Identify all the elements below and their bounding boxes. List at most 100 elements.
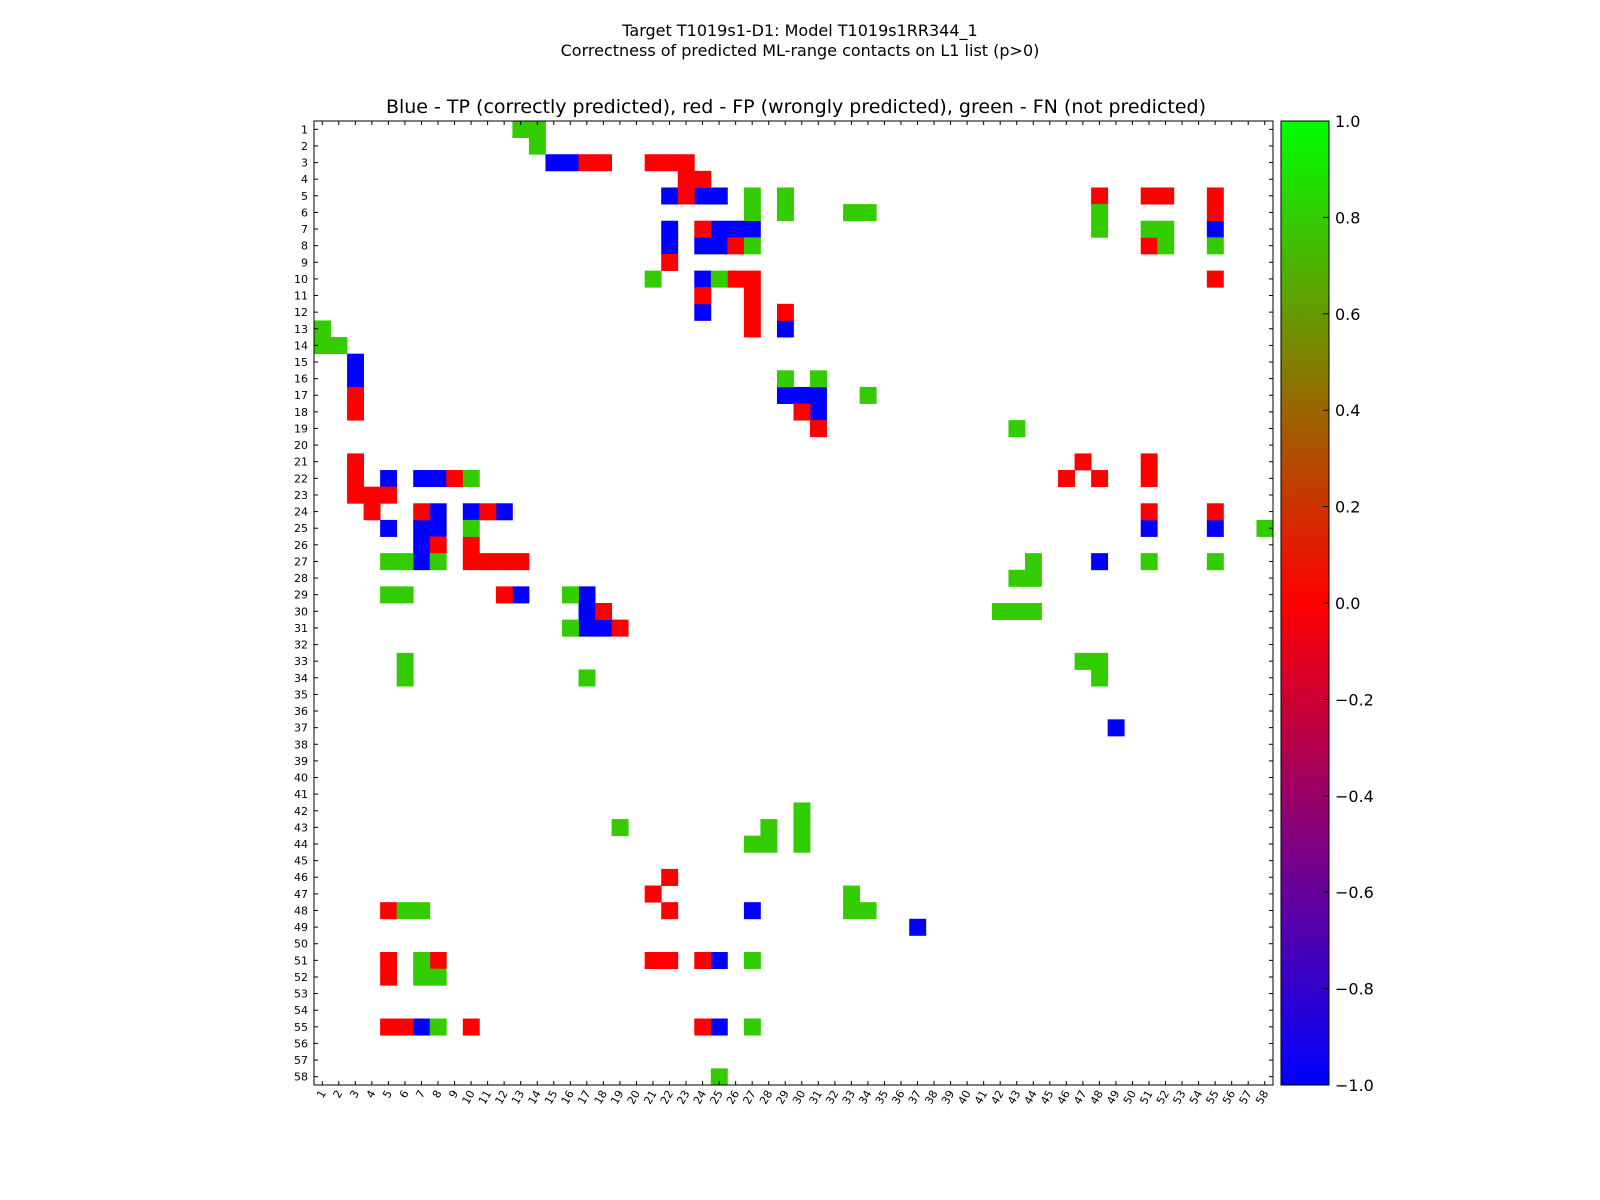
cell-fp-5-48 (1091, 187, 1109, 205)
x-tick-label: 8 (430, 1088, 445, 1101)
cell-fp-23-4 (363, 486, 381, 504)
colorbar-tick-label: 0.8 (1335, 208, 1360, 227)
y-tick-label: 6 (301, 206, 308, 219)
y-tick-label: 43 (294, 821, 308, 834)
cell-tp-8-24 (694, 237, 712, 255)
x-tick-label: 26 (724, 1088, 742, 1107)
cell-fp-55-5 (380, 1018, 398, 1036)
cell-fp-3-18 (595, 154, 613, 172)
cell-fp-8-51 (1140, 237, 1158, 255)
x-tick-label: 44 (1022, 1088, 1040, 1107)
cell-fp-21-3 (347, 453, 364, 471)
cell-fp-52-5 (380, 968, 398, 986)
cell-fn-6-33 (843, 204, 861, 222)
y-tick-label: 55 (294, 1021, 308, 1034)
cell-tp-8-22 (661, 237, 679, 255)
x-tick-label: 10 (459, 1088, 477, 1107)
x-tick-label: 56 (1220, 1088, 1238, 1107)
cell-fp-51-22 (661, 952, 679, 970)
x-tick-label: 1 (314, 1088, 329, 1101)
cell-fp-6-55 (1206, 204, 1224, 222)
cell-fn-29-6 (396, 586, 414, 604)
cell-fn-16-29 (776, 370, 794, 388)
y-tick-label: 28 (294, 572, 308, 585)
cell-fn-13-1 (314, 320, 331, 338)
cell-fp-5-23 (677, 187, 695, 205)
cell-tp-22-8 (429, 470, 447, 488)
cell-fn-34-6 (396, 669, 414, 687)
cell-fn-44-28 (760, 835, 778, 853)
cell-fp-23-5 (380, 486, 398, 504)
x-tick-label: 9 (446, 1088, 461, 1101)
cell-fn-8-55 (1206, 237, 1224, 255)
cell-tp-17-30 (793, 386, 811, 404)
colorbar-tick-label: −1.0 (1335, 1076, 1374, 1095)
x-tick-label: 19 (608, 1088, 626, 1107)
cell-tp-22-5 (380, 470, 398, 488)
cell-fn-10-25 (710, 270, 728, 288)
x-tick-label: 2 (331, 1088, 346, 1101)
cell-fn-48-6 (396, 902, 414, 920)
cell-fn-28-43 (1008, 569, 1026, 587)
cell-tp-31-18 (595, 619, 613, 637)
cell-fp-27-13 (512, 553, 530, 571)
cell-fn-55-27 (743, 1018, 761, 1036)
x-tick-label: 25 (707, 1088, 725, 1107)
y-tick-label: 46 (294, 871, 308, 884)
x-tick-label: 48 (1088, 1088, 1106, 1107)
cell-fn-33-48 (1091, 652, 1109, 670)
y-tick-label: 30 (294, 605, 308, 618)
y-tick-label: 8 (301, 240, 308, 253)
y-tick-label: 16 (294, 373, 308, 386)
x-tick-label: 29 (774, 1088, 792, 1107)
y-tick-label: 20 (294, 439, 308, 452)
cell-fn-1-14 (528, 121, 546, 139)
y-tick-label: 32 (294, 639, 308, 652)
cell-fp-48-5 (380, 902, 398, 920)
y-tick-label: 7 (301, 223, 308, 236)
cell-fn-27-55 (1206, 553, 1224, 571)
cell-fp-26-10 (462, 536, 480, 554)
cell-fp-24-7 (413, 503, 431, 521)
x-tick-label: 53 (1170, 1088, 1188, 1107)
cell-tp-7-25 (710, 220, 728, 238)
y-tick-label: 27 (294, 555, 308, 568)
cell-fp-55-10 (462, 1018, 480, 1036)
y-tick-label: 47 (294, 888, 308, 901)
cell-tp-7-26 (727, 220, 745, 238)
cell-fn-1-13 (512, 121, 530, 139)
y-tick-label: 12 (294, 306, 308, 319)
x-tick-label: 33 (840, 1088, 858, 1107)
cell-fn-29-16 (562, 586, 579, 604)
cell-fp-3-23 (677, 154, 695, 172)
y-tick-label: 45 (294, 855, 308, 868)
cell-tp-3-16 (562, 154, 579, 172)
x-tick-label: 49 (1104, 1088, 1122, 1107)
cell-tp-24-8 (429, 503, 447, 521)
x-tick-label: 40 (955, 1088, 973, 1107)
cell-tp-27-48 (1091, 553, 1109, 571)
y-tick-label: 39 (294, 755, 308, 768)
colorbar-tick-label: 0.2 (1335, 498, 1360, 517)
cell-fn-7-51 (1140, 220, 1158, 238)
x-tick-label: 37 (906, 1088, 924, 1107)
cell-fp-23-3 (347, 486, 364, 504)
cell-tp-25-8 (429, 519, 447, 537)
x-tick-label: 18 (592, 1088, 610, 1107)
cell-tp-18-31 (810, 403, 827, 421)
cell-fp-51-8 (429, 952, 447, 970)
cell-fn-33-47 (1074, 652, 1092, 670)
colorbar-tick-label: −0.6 (1335, 883, 1374, 902)
y-tick-label: 31 (294, 622, 308, 635)
cell-fp-5-52 (1157, 187, 1175, 205)
cell-tp-37-49 (1107, 719, 1125, 737)
cell-fn-48-34 (859, 902, 877, 920)
cell-fp-19-31 (810, 420, 827, 438)
cell-fp-26-8 (429, 536, 447, 554)
cell-fp-18-3 (347, 403, 364, 421)
cell-fp-46-22 (661, 868, 679, 886)
cell-fn-27-6 (396, 553, 414, 571)
cell-tp-30-17 (578, 603, 596, 621)
cell-fp-29-12 (495, 586, 513, 604)
cell-fn-43-30 (793, 819, 811, 837)
